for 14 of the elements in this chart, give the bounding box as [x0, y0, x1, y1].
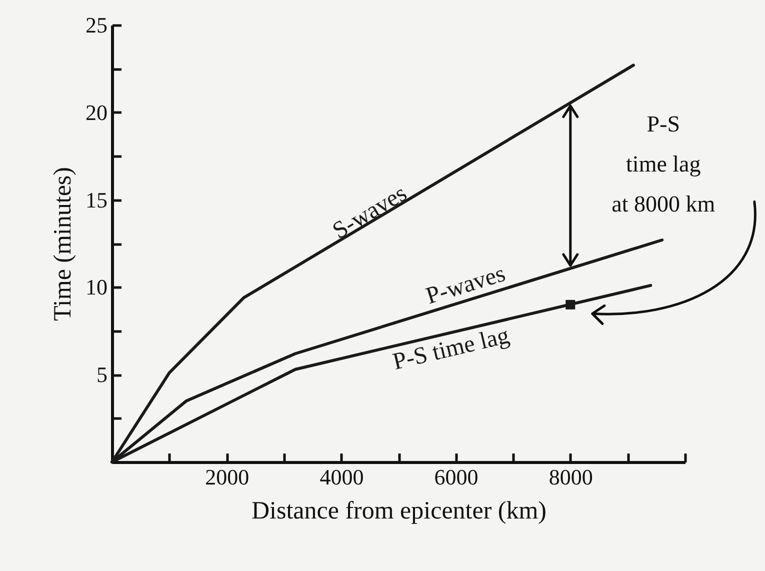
- text: P-S time lag: [390, 322, 512, 376]
- y-tick-label: 5: [96, 362, 108, 388]
- y-tick-label: 15: [86, 187, 108, 212]
- y-tick-label: 10: [86, 274, 108, 300]
- y-tick-label: 20: [86, 100, 108, 125]
- x-tick-label: 6000: [434, 464, 478, 490]
- text: P-waves: [423, 260, 508, 310]
- x-tick-label: 8000: [548, 464, 593, 490]
- y-tick-label: 25: [86, 12, 108, 38]
- y-axis-title: Time (minutes): [50, 167, 76, 321]
- annotation: P-S time lag at 8000 km: [612, 112, 716, 217]
- x-tick-label: 4000: [320, 464, 364, 490]
- x-axis-title: Distance from epicenter (km): [251, 498, 547, 524]
- x-tick-label: 2000: [205, 464, 250, 490]
